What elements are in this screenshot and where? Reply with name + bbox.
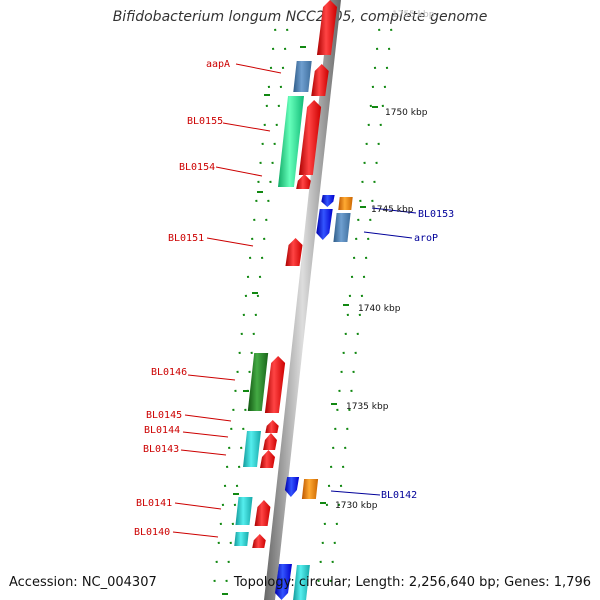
leader-line <box>222 122 271 132</box>
gene-red <box>252 534 266 548</box>
scale-label: 1735 kbp <box>346 402 389 412</box>
gene-red <box>316 0 338 55</box>
leader-line <box>172 531 219 538</box>
gene-red <box>285 238 303 266</box>
leader-line <box>206 237 254 247</box>
gene-red <box>260 450 275 468</box>
gene-blue <box>316 209 333 240</box>
gene-label[interactable]: BL0144 <box>144 425 180 436</box>
leader-line <box>174 502 222 510</box>
label-leaders <box>172 63 417 538</box>
scale-label: 1745 kbp <box>371 205 414 215</box>
gene-label[interactable]: BL0155 <box>187 116 223 127</box>
leader-line <box>180 449 227 456</box>
gene-blue <box>321 195 335 207</box>
gene-label[interactable]: aapA <box>206 59 230 70</box>
gene-cyan <box>293 565 310 600</box>
leader-line <box>371 207 417 214</box>
accession-text: Accession: NC_004307 <box>9 575 157 590</box>
gene-label[interactable]: BL0142 <box>381 490 417 501</box>
gene-cyan <box>243 431 261 467</box>
gene-red <box>263 433 277 450</box>
leader-line <box>184 414 232 422</box>
gene-blue <box>284 477 300 497</box>
gene-red <box>265 420 279 433</box>
gene-labels-left: aapA BL0155 BL0154 BL0151 BL0146 BL0145 … <box>134 59 230 538</box>
gene-cyan <box>235 497 253 525</box>
gene-orange <box>338 197 353 210</box>
scale-label: 1750 kbp <box>385 108 428 118</box>
scale-label: 1740 kbp <box>358 304 401 314</box>
genome-backbone <box>264 0 341 600</box>
gene-label[interactable]: BL0145 <box>146 410 182 421</box>
gene-label[interactable]: BL0151 <box>168 233 204 244</box>
gene-label[interactable]: BL0140 <box>134 527 170 538</box>
leader-line <box>363 231 413 239</box>
gene-orange <box>301 479 319 499</box>
gene-label[interactable]: BL0141 <box>136 498 172 509</box>
leader-line <box>187 374 236 381</box>
leader-line <box>215 166 263 177</box>
gene-steelblue <box>293 61 312 92</box>
gene-red <box>311 64 329 96</box>
gene-blue <box>275 564 292 600</box>
map-title: Bifidobacterium longum NCC2705, complete… <box>112 9 488 25</box>
gene-red <box>254 500 271 526</box>
leader-line <box>330 490 381 496</box>
gene-features <box>234 0 353 600</box>
gene-red <box>298 100 322 175</box>
gene-cyan <box>234 532 249 546</box>
gene-green <box>247 353 269 411</box>
gene-label[interactable]: BL0146 <box>151 367 187 378</box>
gene-labels-right: BL0153 aroP BL0142 <box>381 209 454 501</box>
gene-label[interactable]: BL0154 <box>179 162 215 173</box>
gene-label[interactable]: BL0143 <box>143 444 179 455</box>
genome-summary-text: Topology: circular; Length: 2,256,640 bp… <box>233 575 591 590</box>
gene-springgreen <box>277 96 305 187</box>
gene-label[interactable]: aroP <box>414 233 438 244</box>
gene-red <box>264 356 286 413</box>
gene-red <box>296 174 311 189</box>
leader-line <box>235 63 282 74</box>
scale-label: 1730 kbp <box>335 501 378 511</box>
scale-ticks: 1755 kbp 1750 kbp 1745 kbp 1740 kbp 1735… <box>335 10 435 511</box>
scale-label: 1755 kbp <box>392 10 435 20</box>
track-guides <box>213 28 393 595</box>
gene-steelblue <box>333 213 351 242</box>
leader-line <box>182 431 229 438</box>
gene-label[interactable]: BL0153 <box>418 209 454 220</box>
